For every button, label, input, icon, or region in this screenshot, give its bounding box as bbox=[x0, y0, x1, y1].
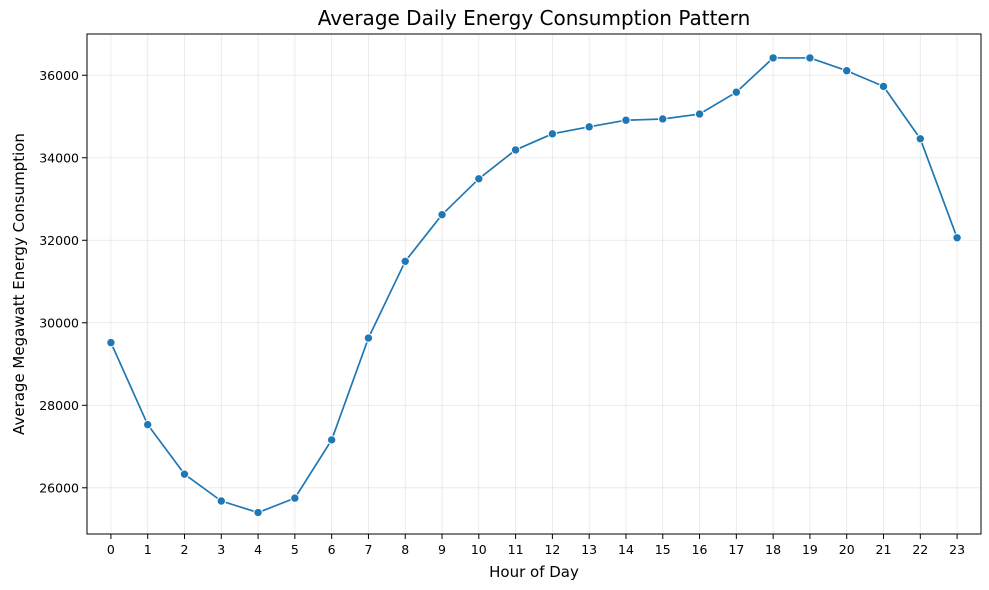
data-point bbox=[805, 53, 815, 63]
y-tick-label: 36000 bbox=[39, 68, 79, 83]
x-tick-label: 22 bbox=[912, 542, 928, 557]
data-point bbox=[474, 174, 484, 184]
y-tick-label: 34000 bbox=[39, 150, 79, 165]
data-point bbox=[326, 435, 337, 445]
x-tick-label: 8 bbox=[401, 542, 409, 557]
x-tick-label: 4 bbox=[254, 542, 262, 557]
x-axis-label: Hour of Day bbox=[489, 563, 579, 581]
x-tick-label: 15 bbox=[655, 542, 671, 557]
x-tick-label: 18 bbox=[765, 542, 781, 557]
data-point bbox=[658, 114, 668, 124]
x-tick-label: 14 bbox=[618, 542, 634, 557]
data-point bbox=[290, 493, 300, 503]
x-tick-label: 17 bbox=[728, 542, 744, 557]
x-tick-label: 1 bbox=[144, 542, 152, 557]
x-tick-label: 3 bbox=[217, 542, 225, 557]
x-tick-label: 16 bbox=[692, 542, 708, 557]
x-axis-ticks: 0 1 2 3 4 5 6 7 8 9 10 11 12 13 14 15 16 17 18 19 20 21 22 23 bbox=[107, 534, 965, 557]
data-point bbox=[253, 507, 263, 518]
x-tick-label: 2 bbox=[181, 542, 189, 557]
data-point bbox=[143, 419, 153, 430]
x-tick-label: 20 bbox=[839, 542, 855, 557]
data-point bbox=[915, 134, 925, 144]
data-point bbox=[952, 233, 962, 243]
x-tick-label: 5 bbox=[291, 542, 299, 557]
grid-lines bbox=[87, 34, 981, 534]
x-tick-label: 11 bbox=[508, 542, 524, 557]
y-axis-ticks: 26000 28000 30000 32000 34000 36000 bbox=[39, 68, 87, 495]
x-tick-label: 7 bbox=[364, 542, 372, 557]
data-point bbox=[363, 333, 374, 343]
y-tick-label: 32000 bbox=[39, 233, 79, 248]
x-tick-label: 12 bbox=[544, 542, 560, 557]
x-tick-label: 9 bbox=[438, 542, 446, 557]
data-point bbox=[842, 66, 852, 76]
data-point bbox=[547, 129, 558, 139]
data-point bbox=[731, 87, 742, 97]
y-tick-label: 28000 bbox=[39, 398, 79, 413]
data-point bbox=[768, 53, 778, 63]
series-line bbox=[110, 57, 958, 514]
x-tick-label: 0 bbox=[107, 542, 115, 557]
x-tick-label: 13 bbox=[581, 542, 597, 557]
plot-area bbox=[106, 53, 962, 518]
data-point bbox=[878, 81, 889, 92]
data-point bbox=[510, 145, 521, 155]
data-point bbox=[694, 109, 705, 119]
data-point bbox=[584, 122, 594, 132]
data-point bbox=[216, 496, 226, 506]
x-tick-label: 19 bbox=[802, 542, 818, 557]
x-tick-label: 10 bbox=[471, 542, 487, 557]
data-point bbox=[400, 256, 410, 267]
x-tick-label: 21 bbox=[876, 542, 892, 557]
plot-frame bbox=[86, 33, 982, 535]
x-tick-label: 6 bbox=[328, 542, 336, 557]
x-tick-label: 23 bbox=[949, 542, 965, 557]
data-point bbox=[179, 469, 190, 479]
data-point bbox=[106, 337, 116, 348]
data-point bbox=[621, 115, 631, 125]
y-tick-label: 30000 bbox=[39, 315, 79, 330]
data-point bbox=[437, 209, 447, 220]
y-axis-label: Average Megawatt Energy Consumption bbox=[10, 133, 28, 435]
chart-title: Average Daily Energy Consumption Pattern bbox=[318, 6, 751, 30]
y-tick-label: 26000 bbox=[39, 480, 79, 495]
